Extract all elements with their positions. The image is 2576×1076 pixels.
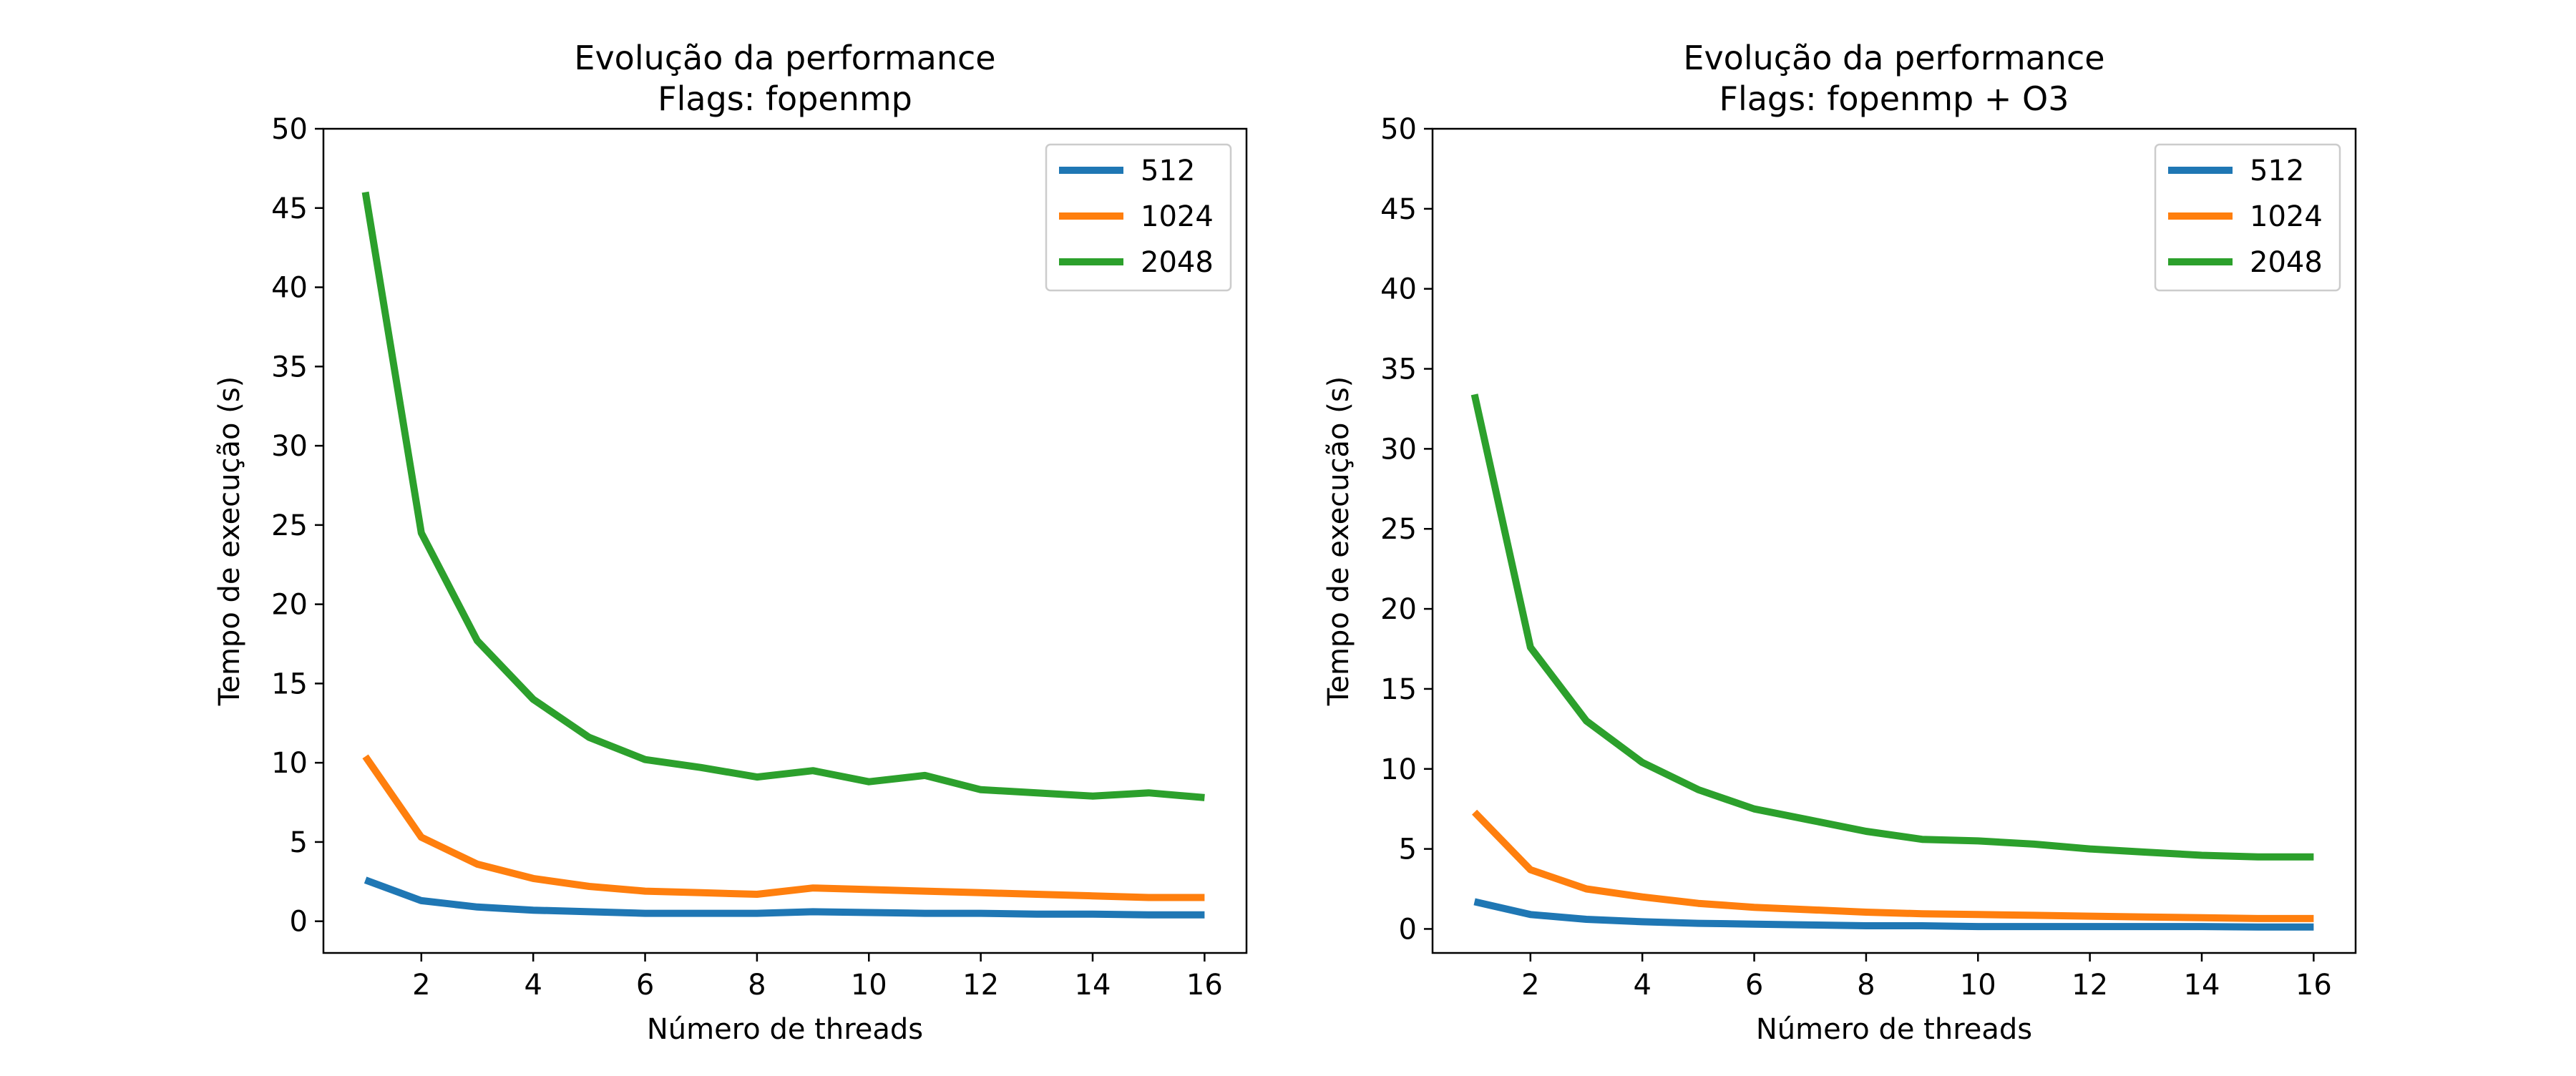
x-tick-label: 8 xyxy=(748,969,766,1002)
x-axis-label: Número de threads xyxy=(647,1013,923,1046)
y-axis-label: Tempo de execução (s) xyxy=(1322,376,1355,707)
y-tick-label: 50 xyxy=(1380,113,1417,146)
x-tick-label: 16 xyxy=(1186,969,1223,1002)
x-tick-label: 8 xyxy=(1857,969,1875,1002)
y-tick-label: 25 xyxy=(271,509,308,542)
series-line-2048 xyxy=(1470,393,2314,861)
y-tick-label: 45 xyxy=(271,192,308,225)
x-tick-label: 10 xyxy=(851,969,887,1002)
y-tick-label: 25 xyxy=(1380,513,1417,546)
legend-box xyxy=(1045,143,1232,292)
x-tick-label: 14 xyxy=(1075,969,1111,1002)
series-line-512 xyxy=(364,876,1205,919)
y-tick-label: 5 xyxy=(1399,833,1417,866)
y-tick-label: 30 xyxy=(1380,433,1417,466)
series-line-1024 xyxy=(1472,809,2314,922)
x-tick-label: 10 xyxy=(1960,969,1996,1002)
legend-label-1024: 1024 xyxy=(1141,200,1214,233)
legend-box xyxy=(2154,143,2341,292)
y-tick-label: 35 xyxy=(271,351,308,383)
x-tick-label: 2 xyxy=(1521,969,1539,1002)
y-tick-label: 10 xyxy=(271,747,308,780)
legend-label-2048: 2048 xyxy=(1141,246,1214,279)
axes-frame xyxy=(322,127,1248,954)
chart-title-line-2: Flags: fopenmp + O3 xyxy=(1719,79,2069,118)
x-tick-label: 4 xyxy=(524,969,542,1002)
legend-label-2048: 2048 xyxy=(2250,246,2323,279)
x-tick-label: 14 xyxy=(2184,969,2220,1002)
y-tick-label: 30 xyxy=(271,430,308,463)
y-tick-label: 20 xyxy=(271,589,308,622)
y-axis-label: Tempo de execução (s) xyxy=(213,376,246,707)
chart-title-line-1: Evolução da performance xyxy=(1683,39,2104,77)
legend-label-1024: 1024 xyxy=(2250,200,2323,233)
y-tick-label: 50 xyxy=(271,113,308,146)
y-tick-label: 20 xyxy=(1380,593,1417,626)
x-axis-label: Número de threads xyxy=(1756,1013,2032,1046)
y-tick-label: 15 xyxy=(271,667,308,700)
x-tick-label: 16 xyxy=(2296,969,2332,1002)
y-tick-label: 15 xyxy=(1380,673,1417,706)
y-tick-label: 10 xyxy=(1380,753,1417,786)
x-tick-label: 12 xyxy=(962,969,999,1002)
x-tick-label: 6 xyxy=(1745,969,1763,1002)
series-line-2048 xyxy=(361,191,1205,801)
y-tick-label: 35 xyxy=(1380,353,1417,386)
y-tick-label: 40 xyxy=(271,272,308,305)
chart-title-line-2: Flags: fopenmp xyxy=(658,79,912,118)
legend-label-512: 512 xyxy=(1141,155,1195,187)
y-tick-label: 0 xyxy=(290,906,308,939)
y-tick-label: 0 xyxy=(1399,913,1417,946)
series-line-512 xyxy=(1473,898,2314,931)
series-group xyxy=(361,191,1205,919)
x-tick-label: 4 xyxy=(1633,969,1651,1002)
chart-title-line-1: Evolução da performance xyxy=(574,39,995,77)
axes-frame xyxy=(1431,127,2357,954)
x-tick-label: 2 xyxy=(412,969,430,1002)
series-group xyxy=(1470,393,2314,931)
legend: 512 1024 2048 xyxy=(2154,143,2341,292)
series-line-1024 xyxy=(362,754,1205,901)
y-tick-label: 5 xyxy=(290,826,308,859)
x-tick-label: 6 xyxy=(636,969,654,1002)
y-tick-label: 40 xyxy=(1380,273,1417,306)
legend: 512 1024 2048 xyxy=(1045,143,1232,292)
x-tick-label: 12 xyxy=(2072,969,2108,1002)
y-tick-label: 45 xyxy=(1380,193,1417,226)
legend-label-512: 512 xyxy=(2250,155,2304,187)
